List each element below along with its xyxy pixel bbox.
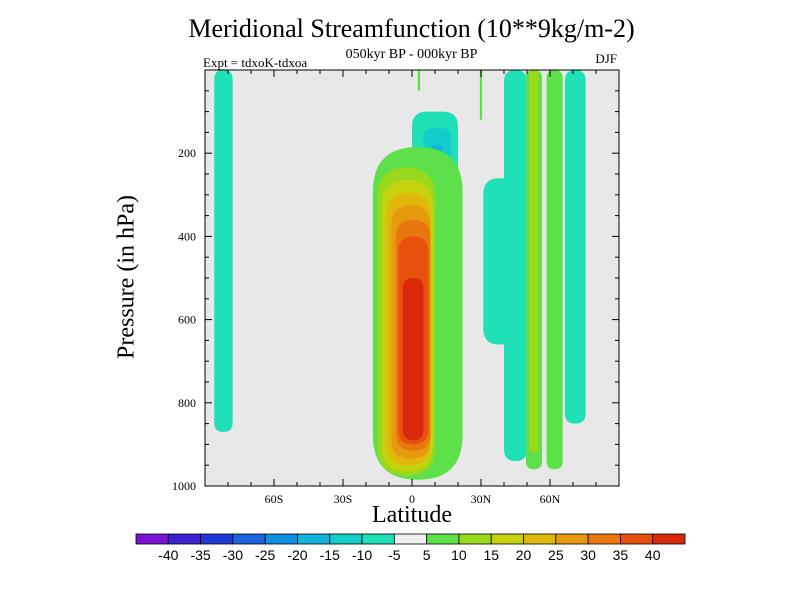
colorbar-label: -30	[223, 547, 243, 563]
colorbar-label: 40	[645, 547, 661, 563]
y-tick-label: 600	[178, 313, 196, 327]
colorbar-label: 10	[451, 547, 467, 563]
chart-subtitle: 050kyr BP - 000kyr BP	[345, 47, 478, 62]
colorbar-label: -25	[255, 547, 275, 563]
colorbar-label: -10	[352, 547, 372, 563]
negative-contour-0	[214, 70, 233, 432]
y-tick-label: 200	[178, 146, 196, 160]
x-tick-label: 60N	[540, 492, 561, 506]
colorbar-swatch	[361, 533, 395, 545]
experiment-label: Expt = tdxoK-tdxoa	[203, 55, 308, 70]
y-tick-label: 800	[178, 396, 196, 410]
negative-contour-6	[564, 70, 586, 424]
colorbar-label: -15	[320, 547, 340, 563]
colorbar-label: 30	[580, 547, 596, 563]
colorbar-swatch	[426, 533, 460, 545]
colorbar-swatch	[652, 533, 686, 545]
y-tick-label: 400	[178, 229, 196, 243]
colorbar-swatch	[458, 533, 492, 545]
colorbar-swatch	[167, 533, 201, 545]
colorbar-label: -35	[190, 547, 210, 563]
y-tick-label: 1000	[172, 479, 196, 493]
colorbar-swatch	[620, 533, 654, 545]
colorbar: -40 -35 -30 -25 -20 -15 -10 -5 5 10 15 20 25 30 35 40	[135, 533, 686, 563]
colorbar-swatch	[329, 533, 363, 545]
positive-contour-2	[546, 70, 563, 470]
positive-contour-1	[529, 70, 539, 453]
positive-contour-3	[417, 70, 421, 91]
colorbar-label: 5	[423, 547, 431, 563]
colorbar-label: -5	[388, 547, 401, 563]
colorbar-label: 25	[548, 547, 564, 563]
x-axis-label: Latitude	[372, 502, 452, 528]
colorbar-swatch	[490, 533, 524, 545]
colorbar-swatch	[135, 533, 169, 545]
x-tick-label: 30S	[334, 492, 353, 506]
colorbar-swatch	[297, 533, 331, 545]
colorbar-swatch	[232, 533, 266, 545]
colorbar-swatch	[587, 533, 621, 545]
colorbar-label: 35	[613, 547, 629, 563]
colorbar-swatch	[200, 533, 234, 545]
y-axis-label: Pressure (in hPa)	[113, 195, 140, 359]
x-tick-label: 30N	[471, 492, 492, 506]
plot-axes: 60S 30S 0 30N 60N 200 400 600 800 1000	[172, 69, 620, 506]
contour-features	[214, 70, 586, 480]
x-tick-label: 0	[409, 492, 415, 506]
season-label: DJF	[595, 51, 617, 66]
colorbar-label: 15	[483, 547, 499, 563]
colorbar-swatch	[393, 533, 428, 545]
negative-contour-5	[504, 70, 527, 462]
chart-title: Meridional Streamfunction (10**9kg/m-2)	[188, 14, 635, 43]
colorbar-label: -20	[287, 547, 307, 563]
x-tick-label: 60S	[265, 492, 284, 506]
colorbar-swatch	[264, 533, 298, 545]
hadley-cell-level-40	[402, 278, 424, 441]
colorbar-label: -40	[158, 547, 178, 563]
colorbar-label: 20	[516, 547, 532, 563]
colorbar-swatch	[555, 533, 589, 545]
positive-contour-4	[479, 70, 483, 120]
colorbar-swatch	[523, 533, 557, 545]
